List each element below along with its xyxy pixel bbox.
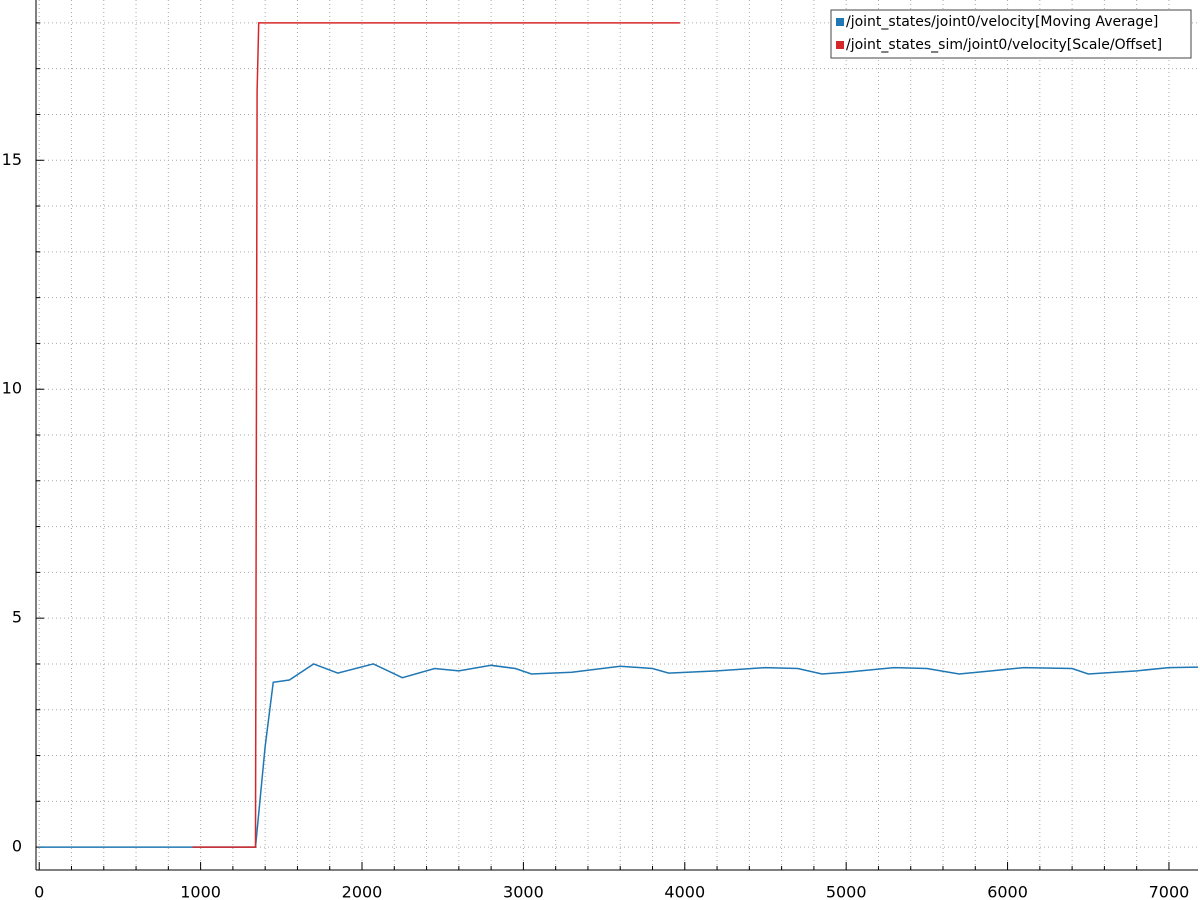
y-tick-label: 5 bbox=[12, 608, 22, 627]
x-tick-label: 5000 bbox=[826, 883, 867, 900]
y-tick-label: 10 bbox=[2, 379, 22, 398]
x-tick-label: 0 bbox=[34, 883, 44, 900]
data-line bbox=[192, 22, 680, 848]
legend-label: /joint_states/joint0/velocity[Moving Ave… bbox=[846, 14, 1158, 30]
legend-swatch bbox=[836, 41, 844, 49]
y-tick-label: 15 bbox=[2, 150, 22, 169]
legend-swatch bbox=[836, 18, 844, 26]
grid bbox=[36, 0, 1198, 870]
data-line bbox=[39, 663, 1199, 848]
x-tick-label: 3000 bbox=[503, 883, 544, 900]
x-tick-label: 1000 bbox=[180, 883, 221, 900]
legend-box bbox=[830, 9, 1192, 59]
y-tick-label: 0 bbox=[12, 837, 22, 856]
legend-label: /joint_states_sim/joint0/velocity[Scale/… bbox=[846, 37, 1162, 53]
x-tick-label: 7000 bbox=[1149, 883, 1190, 900]
x-tick-label: 4000 bbox=[664, 883, 705, 900]
x-tick-label: 2000 bbox=[342, 883, 383, 900]
legend: /joint_states/joint0/velocity[Moving Ave… bbox=[830, 9, 1192, 59]
x-tick-label: 6000 bbox=[987, 883, 1028, 900]
